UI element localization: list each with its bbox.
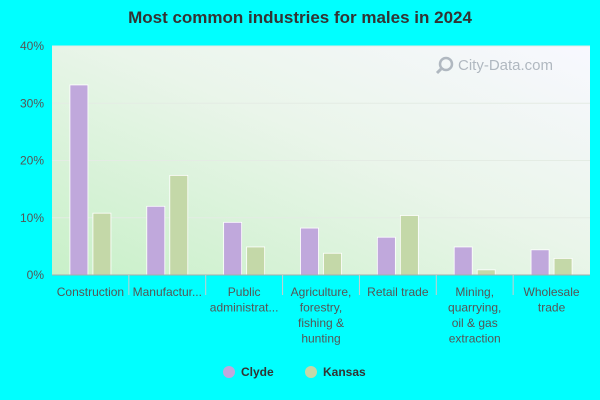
category-label: Wholesale trade: [524, 285, 580, 315]
category-label: Mining, quarrying, oil & gas extraction: [448, 285, 501, 346]
bar-clyde[interactable]: [223, 221, 243, 276]
category-labels: Construction Manufactur... Public administr…: [57, 285, 580, 346]
grid-lines: [52, 45, 590, 219]
watermark: City-Data.com: [435, 56, 553, 75]
legend-swatch: [223, 366, 235, 378]
legend-label: Kansas: [323, 365, 366, 379]
bar-kansas[interactable]: [246, 246, 266, 276]
bar-kansas[interactable]: [323, 252, 342, 276]
bar-kansas[interactable]: [92, 212, 112, 276]
y-tick-label: 0%: [27, 268, 45, 282]
category-label: Retail trade: [367, 285, 429, 299]
legend: Clyde Kansas: [223, 365, 366, 379]
y-tick-label: 20%: [20, 154, 44, 168]
bar-kansas[interactable]: [169, 174, 189, 276]
magnifier-icon: [435, 56, 454, 75]
bar-clyde[interactable]: [530, 249, 550, 276]
y-tick-label: 40%: [20, 39, 44, 53]
y-tick-label: 10%: [20, 211, 44, 225]
legend-item-kansas[interactable]: Kansas: [305, 365, 366, 379]
category-label: Construction: [57, 285, 124, 299]
legend-item-clyde[interactable]: Clyde: [223, 365, 274, 379]
bar-kansas[interactable]: [553, 257, 573, 276]
bars: [69, 84, 573, 276]
legend-swatch: [305, 366, 317, 378]
bar-kansas[interactable]: [476, 269, 496, 276]
category-label: Agriculture, forestry, fishing & hunting: [291, 285, 352, 346]
bar-kansas[interactable]: [399, 215, 419, 276]
bar-clyde[interactable]: [300, 227, 319, 276]
bar-clyde[interactable]: [146, 205, 166, 276]
bar-clyde[interactable]: [69, 84, 89, 276]
watermark-text: City-Data.com: [458, 57, 553, 74]
axes: 0% 10% 20% 30% 40%: [20, 39, 590, 295]
bar-clyde[interactable]: [453, 246, 473, 276]
legend-label: Clyde: [241, 365, 274, 379]
category-label: Public administrat...: [210, 285, 279, 315]
y-tick-label: 30%: [20, 96, 44, 110]
category-label: Manufactur...: [133, 285, 202, 299]
bar-clyde[interactable]: [376, 236, 396, 276]
chart-title: Most common industries for males in 2024: [128, 8, 472, 27]
